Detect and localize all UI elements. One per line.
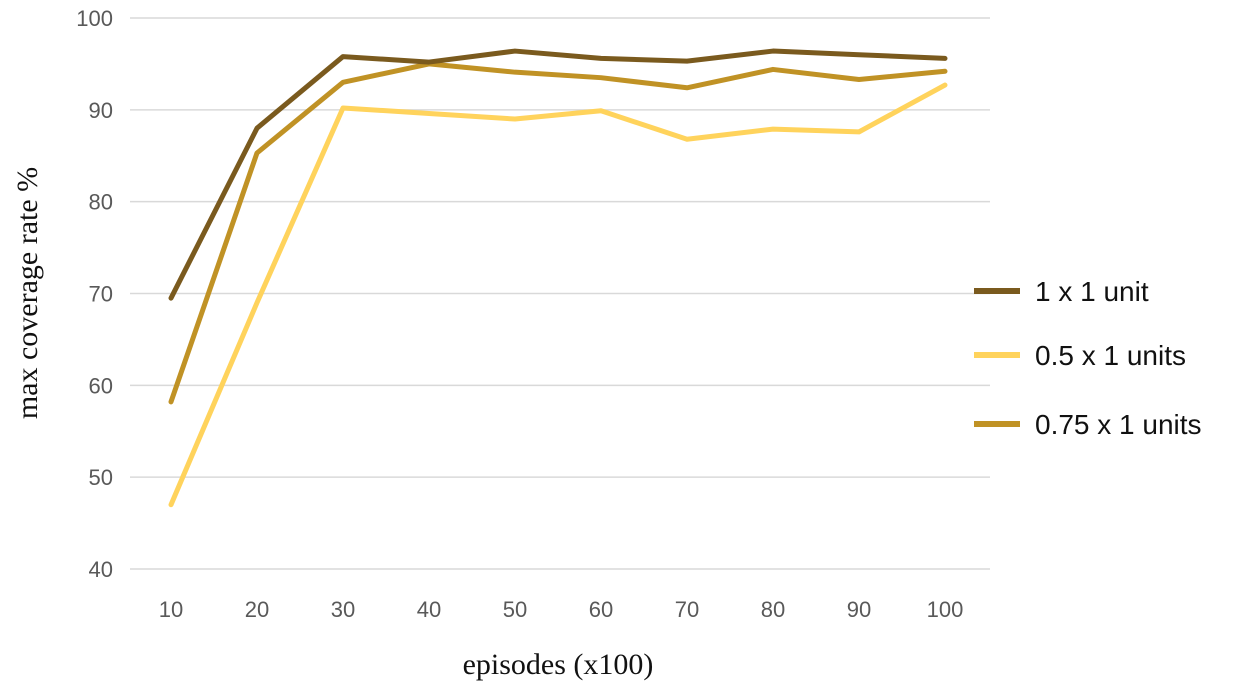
series-line-3: [168, 61, 948, 405]
y-tick-label-90: 90: [89, 98, 113, 123]
y-tick-label-100: 100: [76, 6, 113, 31]
x-tick-label-60: 60: [589, 597, 613, 622]
y-tick-label-60: 60: [89, 373, 113, 398]
x-tick-label-100: 100: [927, 597, 964, 622]
x-axis-title: episodes (x100): [463, 648, 654, 681]
y-tick-label-70: 70: [89, 282, 113, 307]
legend: 1 x 1 unit 0.5 x 1 units 0.75 x 1 units: [974, 276, 1202, 440]
x-tick-label-30: 30: [331, 597, 355, 622]
x-tick-label-50: 50: [503, 597, 527, 622]
gridlines: [130, 17, 990, 570]
series-lines: [168, 48, 948, 508]
x-tick-label-70: 70: [675, 597, 699, 622]
legend-label-2: 0.5 x 1 units: [1035, 340, 1186, 371]
series-line-2: [168, 82, 948, 508]
x-tick-label-10: 10: [159, 597, 183, 622]
x-axis-ticks: 10 20 30 40 50 60 70 80 90 100: [159, 597, 964, 622]
y-axis-title: max coverage rate %: [11, 167, 44, 419]
legend-label-1: 1 x 1 unit: [1035, 276, 1149, 307]
x-tick-label-40: 40: [417, 597, 441, 622]
x-tick-label-20: 20: [245, 597, 269, 622]
y-tick-label-50: 50: [89, 465, 113, 490]
y-tick-label-80: 80: [89, 190, 113, 215]
x-tick-label-90: 90: [847, 597, 871, 622]
y-tick-label-40: 40: [89, 557, 113, 582]
y-axis-ticks: 40 50 60 70 80 90 100: [76, 6, 113, 582]
x-tick-label-80: 80: [761, 597, 785, 622]
series-line-1: [168, 48, 948, 301]
legend-label-3: 0.75 x 1 units: [1035, 409, 1202, 440]
